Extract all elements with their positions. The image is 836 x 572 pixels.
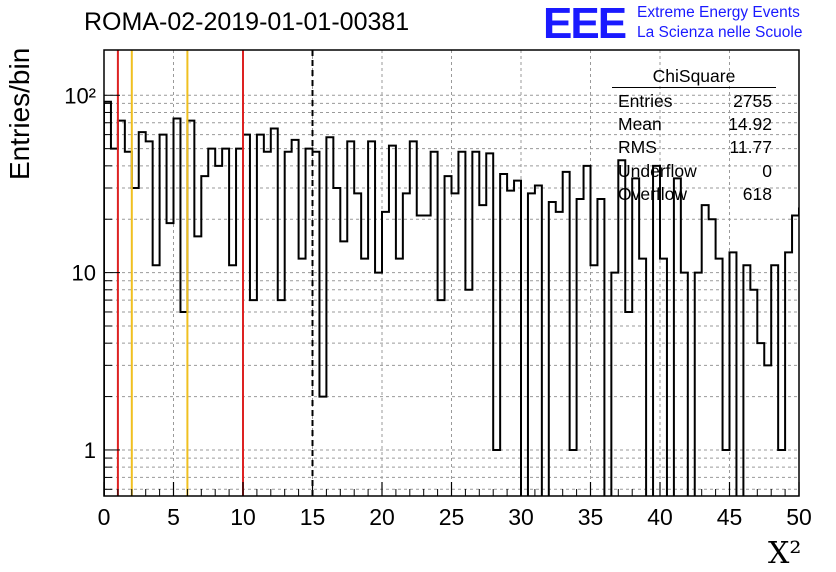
stats-value: 618 xyxy=(742,183,772,204)
stats-row: Underflow 0 xyxy=(612,160,776,183)
x-tick-label: 25 xyxy=(439,504,465,530)
stats-label: Mean xyxy=(618,114,662,135)
stats-row: RMS 11.77 xyxy=(612,136,776,159)
x-tick-label: 30 xyxy=(508,504,534,530)
y-axis-label: Entries/bin xyxy=(4,47,35,180)
stats-row: Entries 2755 xyxy=(612,90,776,113)
x-tick-label: 45 xyxy=(717,504,743,530)
y-tick-label: 10 xyxy=(72,261,96,286)
stats-label: Entries xyxy=(618,91,673,111)
stats-label: Underflow xyxy=(618,160,697,181)
y-tick-label: 10² xyxy=(64,83,96,108)
x-tick-label: 20 xyxy=(369,504,395,530)
stats-row: Mean 14.92 xyxy=(612,113,776,136)
x-axis-label: X² xyxy=(768,536,802,571)
x-tick-label: 0 xyxy=(98,504,111,530)
run-title: ROMA-02-2019-01-01-00381 xyxy=(84,8,410,36)
y-tick-label: 1 xyxy=(84,438,96,463)
axis-ticks: 0 5 10 15 20 25 30 35 40 45 50 1 10 10² xyxy=(64,83,812,530)
logo-line-1: Extreme Energy Events xyxy=(637,4,800,21)
histogram-series xyxy=(104,100,799,496)
stats-value: 2755 xyxy=(733,91,772,111)
x-tick-label: 5 xyxy=(167,504,180,530)
stats-label: RMS xyxy=(618,137,657,158)
stats-box: ChiSquare Entries 2755 Mean 14.92 RMS 11.77… xyxy=(612,66,776,206)
eee-logo: EEE xyxy=(543,0,627,48)
stats-value: 14.92 xyxy=(728,114,772,135)
logo-line-2: La Scienza nelle Scuole xyxy=(637,24,803,41)
x-tick-label: 10 xyxy=(230,504,256,530)
x-tick-label: 35 xyxy=(578,504,604,530)
stats-title: ChiSquare xyxy=(612,66,776,88)
grid xyxy=(104,50,799,496)
stats-label: Overflow xyxy=(618,183,688,204)
x-tick-label: 50 xyxy=(786,504,812,530)
x-tick-label: 15 xyxy=(300,504,326,530)
stats-value: 11.77 xyxy=(729,137,773,158)
stats-row: Overflow 618 xyxy=(612,183,776,206)
stats-value: 0 xyxy=(762,160,772,181)
x-tick-label: 40 xyxy=(647,504,673,530)
